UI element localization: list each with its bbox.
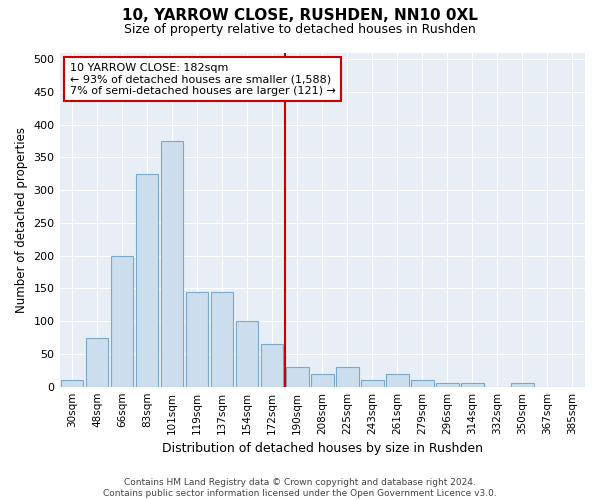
Bar: [311, 374, 334, 386]
Bar: [261, 344, 283, 387]
Bar: [211, 292, 233, 386]
Bar: [386, 374, 409, 386]
Bar: [461, 384, 484, 386]
Bar: [286, 367, 308, 386]
Bar: [236, 321, 259, 386]
Bar: [336, 367, 359, 386]
Bar: [111, 256, 133, 386]
Bar: [436, 384, 458, 386]
Bar: [186, 292, 208, 386]
X-axis label: Distribution of detached houses by size in Rushden: Distribution of detached houses by size …: [162, 442, 483, 455]
Bar: [411, 380, 434, 386]
Bar: [136, 174, 158, 386]
Bar: [161, 141, 184, 386]
Bar: [86, 338, 109, 386]
Y-axis label: Number of detached properties: Number of detached properties: [15, 126, 28, 312]
Text: Size of property relative to detached houses in Rushden: Size of property relative to detached ho…: [124, 22, 476, 36]
Bar: [511, 384, 534, 386]
Bar: [361, 380, 383, 386]
Bar: [61, 380, 83, 386]
Text: 10, YARROW CLOSE, RUSHDEN, NN10 0XL: 10, YARROW CLOSE, RUSHDEN, NN10 0XL: [122, 8, 478, 22]
Text: 10 YARROW CLOSE: 182sqm
← 93% of detached houses are smaller (1,588)
7% of semi-: 10 YARROW CLOSE: 182sqm ← 93% of detache…: [70, 62, 336, 96]
Text: Contains HM Land Registry data © Crown copyright and database right 2024.
Contai: Contains HM Land Registry data © Crown c…: [103, 478, 497, 498]
